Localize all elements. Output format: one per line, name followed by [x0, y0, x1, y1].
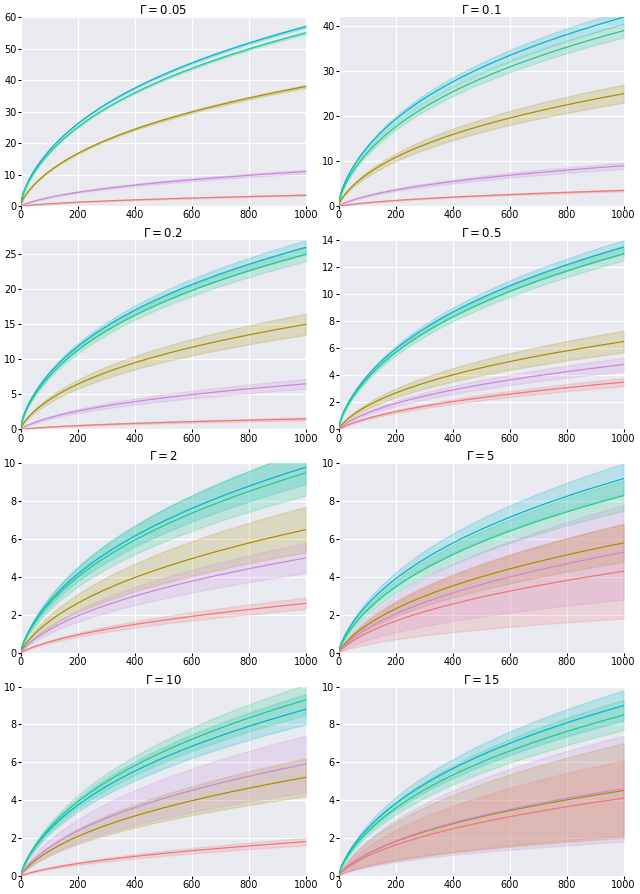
- Title: $\Gamma = 0.05$: $\Gamma = 0.05$: [140, 4, 188, 17]
- Title: $\Gamma = 5$: $\Gamma = 5$: [467, 451, 496, 463]
- Title: $\Gamma = 0.2$: $\Gamma = 0.2$: [143, 227, 183, 240]
- Title: $\Gamma = 15$: $\Gamma = 15$: [463, 673, 500, 687]
- Title: $\Gamma = 0.5$: $\Gamma = 0.5$: [461, 227, 501, 240]
- Title: $\Gamma = 2$: $\Gamma = 2$: [148, 451, 178, 463]
- Title: $\Gamma = 0.1$: $\Gamma = 0.1$: [461, 4, 501, 17]
- Title: $\Gamma = 10$: $\Gamma = 10$: [145, 673, 182, 687]
